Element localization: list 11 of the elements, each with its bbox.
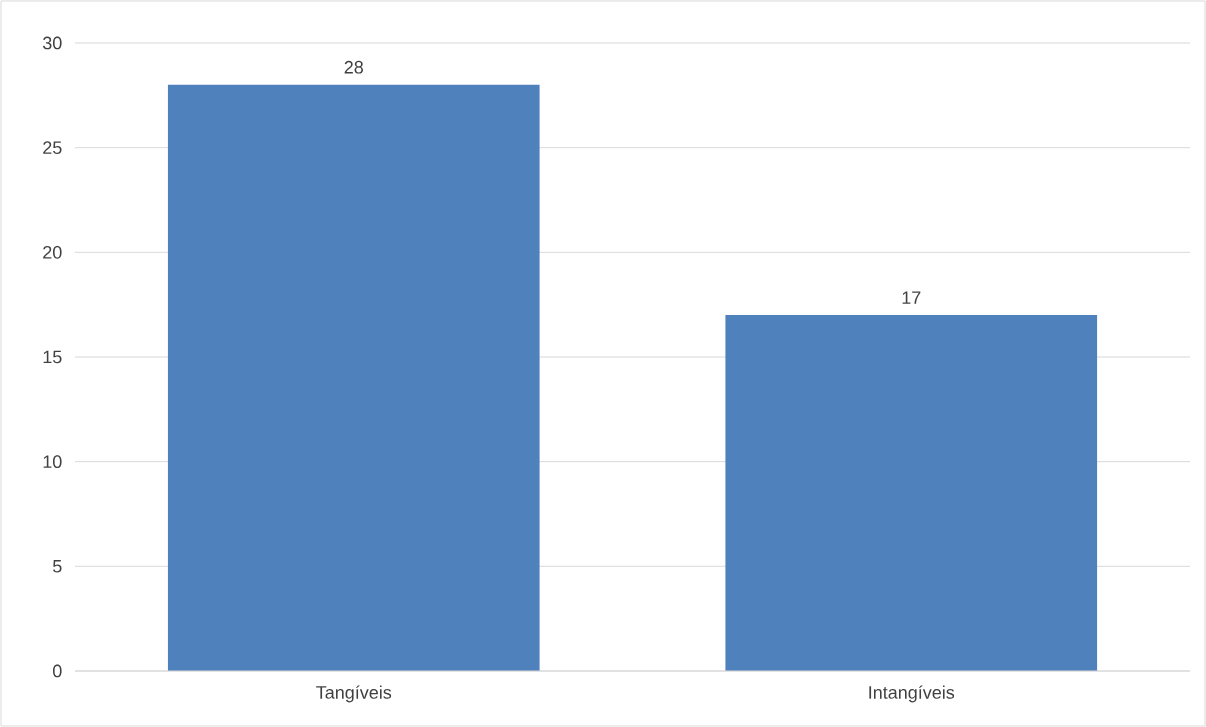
y-tick-label: 10 — [43, 455, 62, 469]
y-tick-label: 5 — [53, 560, 62, 573]
x-tick-label: Intangíveis — [869, 685, 955, 703]
y-tick-label: 25 — [43, 141, 62, 155]
data-label: 28 — [344, 60, 363, 74]
y-tick-label: 0 — [53, 664, 62, 678]
y-tick-label: 30 — [42, 36, 62, 50]
data-label: 17 — [902, 291, 921, 304]
y-tick-label: 20 — [43, 245, 62, 259]
y-tick-label: 15 — [43, 350, 62, 364]
x-tick-label: Tangíveis — [316, 685, 392, 703]
